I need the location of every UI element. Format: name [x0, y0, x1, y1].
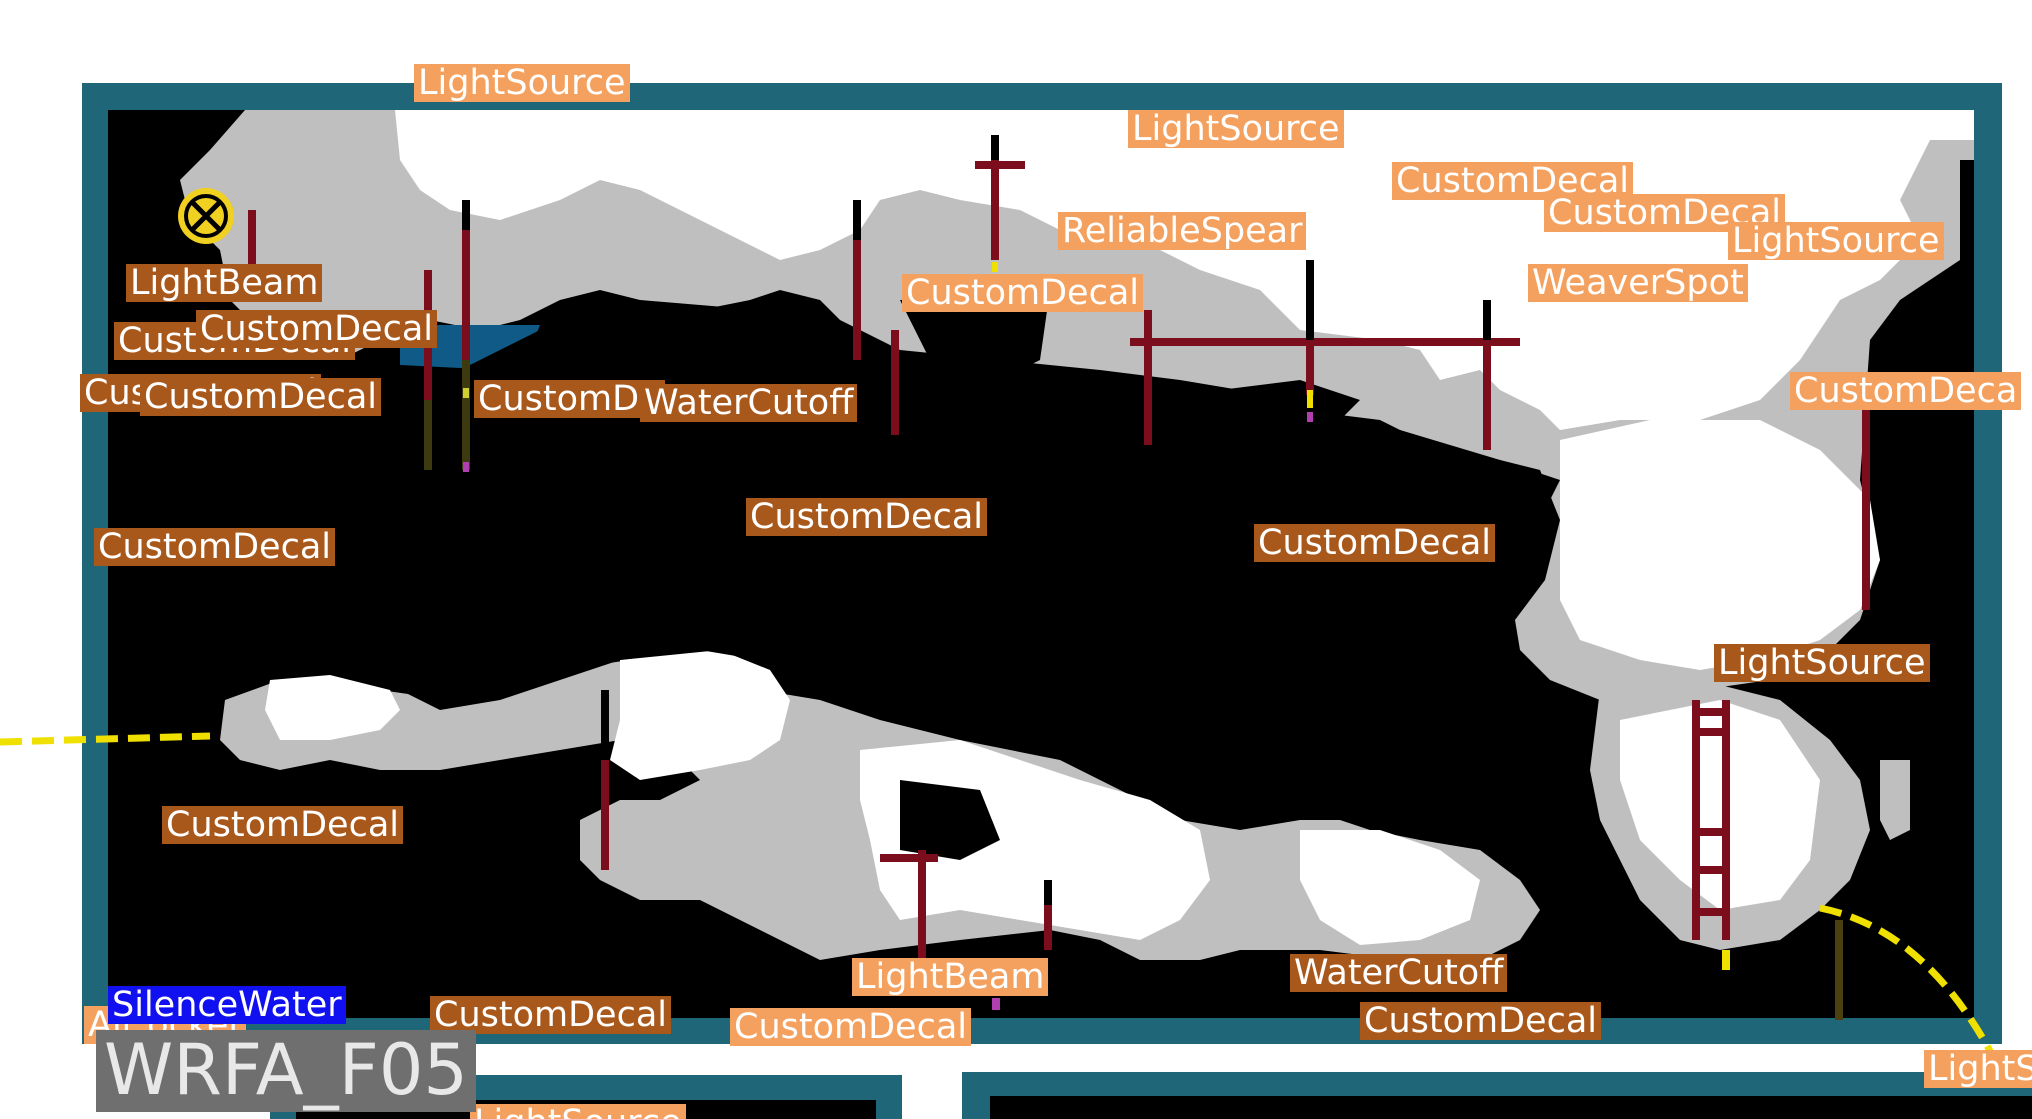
label-watercutoff: WaterCutoff: [640, 384, 858, 422]
label-weaverspot: WeaverSpot: [1528, 264, 1748, 302]
pole-shadows: [462, 135, 1970, 905]
cave-solid: [150, 290, 1560, 860]
label-lightsource: LightSource: [1728, 222, 1944, 260]
label-watercutoff: WaterCutoff: [1290, 954, 1508, 992]
label-silencewater: SilenceWater: [108, 986, 346, 1024]
label-customdecal: CustomDe: [474, 380, 665, 418]
shortcut-path-right: [1819, 904, 2032, 1113]
label-customdecal: CustomDecal: [140, 378, 381, 416]
label-lightsource: LightSource: [1128, 110, 1344, 148]
poles: [248, 140, 1870, 980]
label-lightsource: LightSource: [414, 64, 630, 102]
den-icon: [178, 188, 234, 244]
label-customdecal: CustomDecal: [430, 996, 671, 1034]
label-lightsource: LightSource: [1714, 644, 1930, 682]
label-lightsource: LightSource: [470, 1104, 686, 1119]
label-customdecal: CustomDecal: [196, 310, 437, 348]
label-customdecal: CustomDecal: [162, 806, 403, 844]
label-customdecal: CustomDecal: [746, 498, 987, 536]
shortcut-path-left: [0, 732, 211, 746]
label-customdecal: CustomDecal: [1392, 162, 1633, 200]
label-lightbeam: LightBeam: [852, 958, 1049, 996]
shortcut-marks: [424, 262, 1843, 1020]
label-customdecal: CustomDecal: [1254, 524, 1495, 562]
room-name-label: WRFA_F05: [96, 1030, 476, 1112]
neighbor-room-right-inner: [990, 1096, 2032, 1119]
label-reliablespear: ReliableSpear: [1058, 212, 1307, 250]
label-customdecal: CustomDecal: [94, 528, 335, 566]
label-customdecal: CustomDecal: [902, 274, 1143, 312]
label-customdecal: CustomDeca: [1790, 372, 2022, 410]
label-lightbeam: LightBeam: [126, 264, 323, 302]
label-lightsource: LightS: [1924, 1050, 2032, 1088]
label-customdecal: CustomDecal: [1360, 1002, 1601, 1040]
label-customdecal: CustomDecal: [730, 1008, 971, 1046]
